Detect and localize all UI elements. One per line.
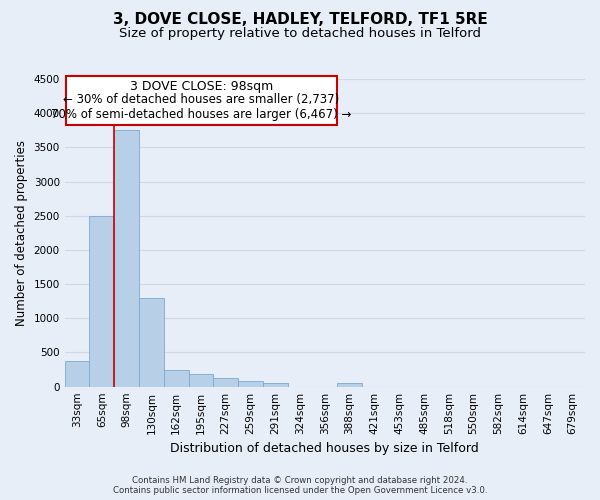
Bar [65, 360, 89, 386]
X-axis label: Distribution of detached houses by size in Telford: Distribution of detached houses by size … [170, 442, 479, 455]
Text: Contains HM Land Registry data © Crown copyright and database right 2024.
Contai: Contains HM Land Registry data © Crown c… [113, 476, 487, 495]
Bar [214, 378, 238, 386]
Text: 3 DOVE CLOSE: 98sqm: 3 DOVE CLOSE: 98sqm [130, 80, 273, 92]
Bar [114, 130, 139, 386]
Text: Size of property relative to detached houses in Telford: Size of property relative to detached ho… [119, 28, 481, 40]
Y-axis label: Number of detached properties: Number of detached properties [15, 140, 28, 326]
FancyBboxPatch shape [66, 76, 337, 126]
Text: 70% of semi-detached houses are larger (6,467) →: 70% of semi-detached houses are larger (… [52, 108, 352, 120]
Bar [89, 216, 114, 386]
Bar [337, 384, 362, 386]
Text: ← 30% of detached houses are smaller (2,737): ← 30% of detached houses are smaller (2,… [64, 94, 340, 106]
Bar [238, 381, 263, 386]
Bar [139, 298, 164, 386]
Bar [164, 370, 188, 386]
Bar [263, 384, 287, 386]
Text: 3, DOVE CLOSE, HADLEY, TELFORD, TF1 5RE: 3, DOVE CLOSE, HADLEY, TELFORD, TF1 5RE [113, 12, 487, 28]
Bar [188, 374, 214, 386]
